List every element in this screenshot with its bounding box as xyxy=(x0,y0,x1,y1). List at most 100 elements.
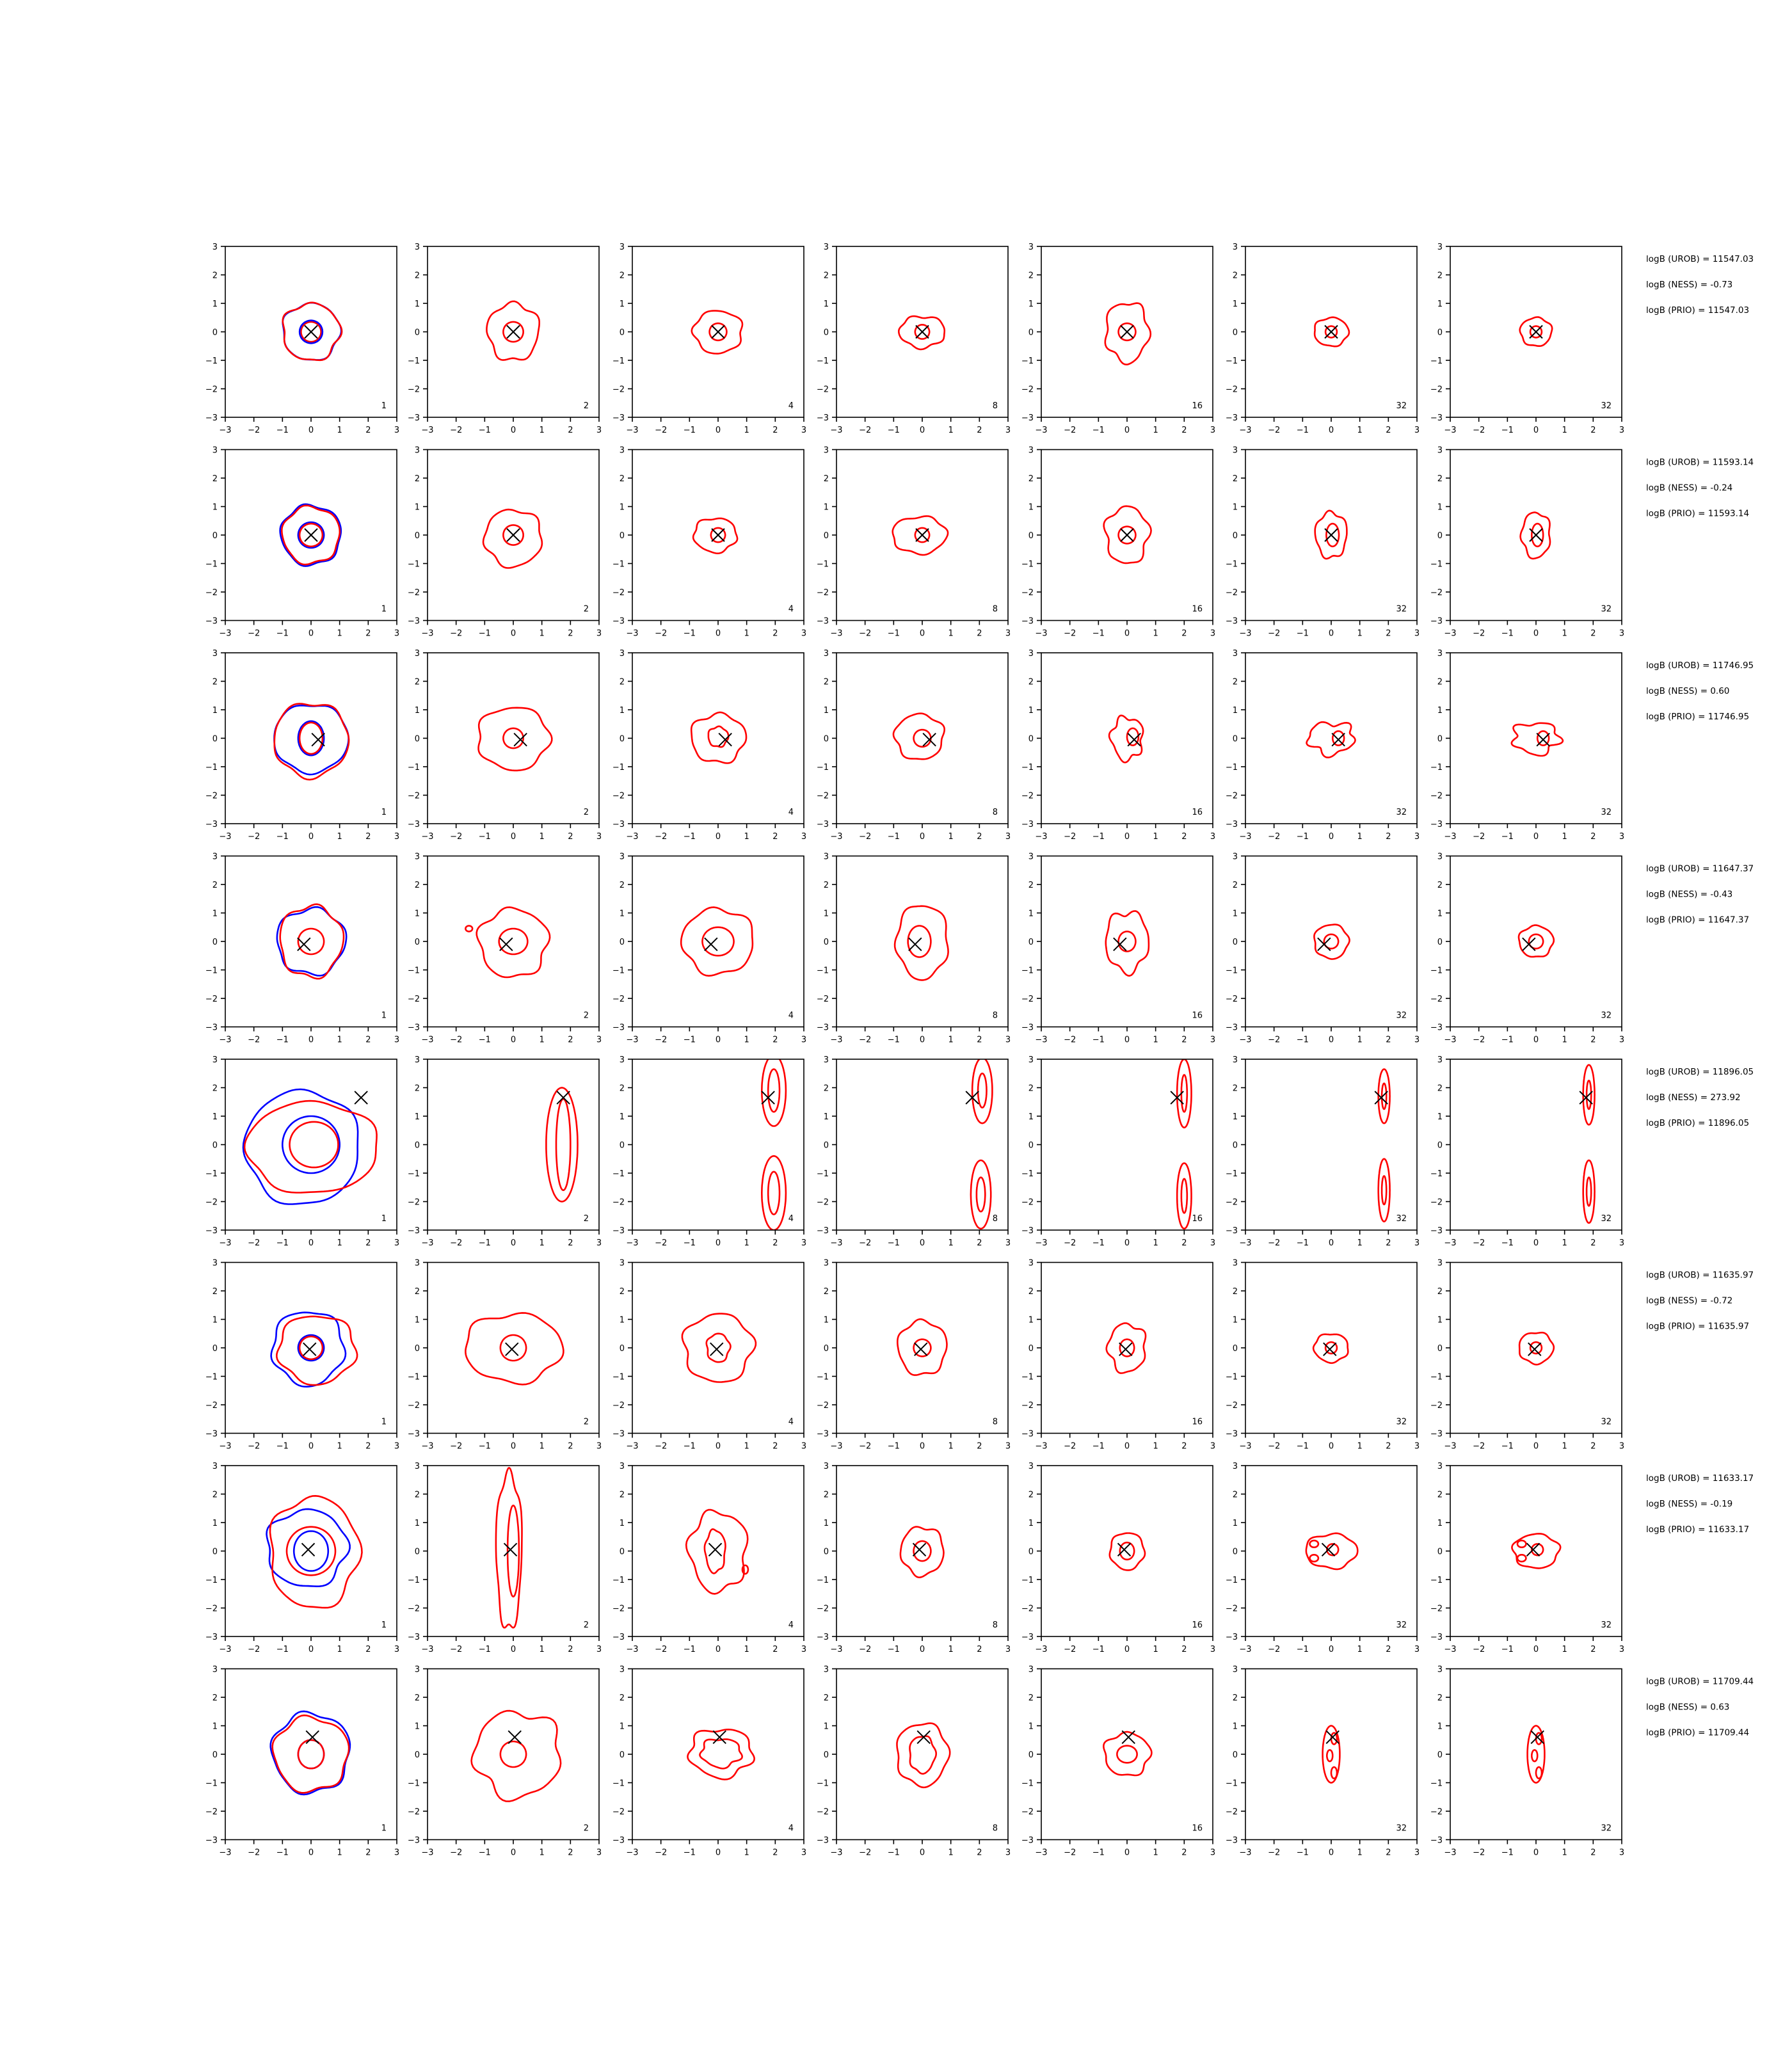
y-tick-label: −2 xyxy=(1226,1604,1238,1614)
y-tick-label: −3 xyxy=(205,413,218,423)
x-tick-label: 3 xyxy=(596,1848,602,1858)
x-tick-label: 3 xyxy=(1210,1848,1215,1858)
subplot: −3−3 −2 −2 −1 −1 0 0 1 1 2 2 3 3 32 xyxy=(1430,446,1624,639)
x-tick-label: −1 xyxy=(1092,1645,1105,1654)
subplot: −3−3 −2 −2 −1 −1 0 0 1 1 2 2 3 3 32 xyxy=(1226,243,1420,435)
y-tick-label: 1 xyxy=(824,1112,829,1122)
log-bayes-stat: logB (NESS) = -0.72 xyxy=(1646,1296,1732,1306)
y-tick-label: −1 xyxy=(612,1169,625,1179)
marker-stroke xyxy=(503,1542,518,1556)
axes-frame xyxy=(1450,1668,1622,1841)
subplot: −3−3 −2 −2 −1 −1 0 0 1 1 2 2 3 3 16 xyxy=(1021,446,1215,639)
red-contour-line xyxy=(282,301,343,362)
red-contour-line xyxy=(1330,1766,1338,1780)
red-contour-line xyxy=(685,1508,749,1595)
red-contour-line xyxy=(1531,1543,1544,1556)
y-tick-label: 1 xyxy=(1233,1519,1238,1528)
red-contour-line xyxy=(499,1740,527,1768)
y-tick-label: 2 xyxy=(212,1287,218,1297)
marker-stroke xyxy=(1331,733,1345,747)
x-tick-label: 1 xyxy=(1562,832,1567,842)
y-tick-label: −1 xyxy=(1226,1169,1238,1179)
red-contour-line xyxy=(279,903,345,980)
red-contour-line xyxy=(1117,525,1137,545)
y-tick-label: 0 xyxy=(415,938,420,947)
y-tick-label: 2 xyxy=(1233,881,1238,890)
y-tick-label: 3 xyxy=(620,446,625,456)
x-tick-label: 2 xyxy=(568,1238,573,1248)
y-tick-label: 3 xyxy=(1233,1462,1238,1471)
marker-stroke xyxy=(1528,1342,1542,1356)
panel-annotation: 1 xyxy=(381,1011,387,1021)
y-tick-label: 1 xyxy=(620,1519,625,1528)
red-contour-line xyxy=(761,1059,787,1127)
x-tick-label: 1 xyxy=(948,832,954,842)
contour-group xyxy=(1313,316,1350,348)
contour-group xyxy=(273,703,350,781)
marker-stroke xyxy=(297,937,311,952)
y-tick-label: −3 xyxy=(612,1836,625,1846)
y-tick-label: −1 xyxy=(817,1373,829,1382)
subplot: −3−3 −2 −2 −1 −1 0 0 1 1 2 2 3 3 4 xyxy=(612,1665,806,1858)
y-tick-label: −3 xyxy=(205,1226,218,1236)
y-tick-label: −3 xyxy=(1430,820,1443,829)
x-tick-label: −1 xyxy=(1092,832,1105,842)
x-tick-label: 3 xyxy=(1210,1645,1215,1654)
y-tick-label: 1 xyxy=(824,503,829,513)
x-tick-label: 0 xyxy=(511,1442,516,1452)
red-contour-line xyxy=(687,1729,755,1780)
red-contour-line xyxy=(892,515,949,556)
contour-group xyxy=(1105,1322,1147,1374)
x-tick-label: 2 xyxy=(568,629,573,639)
subplot: −3−3 −2 −2 −1 −1 0 0 1 1 2 2 3 3 8 xyxy=(817,649,1011,842)
y-tick-label: 3 xyxy=(1028,243,1034,252)
x-tick-label: 3 xyxy=(1005,1238,1011,1248)
red-contour-line xyxy=(1331,730,1345,746)
panel-annotation: 4 xyxy=(788,401,794,411)
x-tick-label: 2 xyxy=(568,1848,573,1858)
x-tick-label: 3 xyxy=(1005,1036,1011,1045)
marker-stroke xyxy=(704,937,718,952)
panel-annotation: 8 xyxy=(993,401,998,411)
x-tick-label: −1 xyxy=(1501,1238,1514,1248)
y-tick-label: −1 xyxy=(612,1576,625,1585)
blue-contour-line xyxy=(292,1530,330,1572)
axes-frame xyxy=(836,1059,1009,1231)
y-tick-label: −3 xyxy=(205,1836,218,1846)
marker-stroke xyxy=(761,1091,775,1105)
y-tick-label: 3 xyxy=(1233,1259,1238,1268)
x-tick-label: −1 xyxy=(276,1645,289,1654)
x-tick-label: −2 xyxy=(1064,426,1076,435)
x-tick-label: −1 xyxy=(1092,1238,1105,1248)
x-tick-label: 0 xyxy=(511,1238,516,1248)
x-tick-label: 1 xyxy=(540,1442,545,1452)
y-tick-label: −3 xyxy=(408,1633,420,1642)
x-tick-label: −3 xyxy=(421,629,433,639)
y-tick-label: 1 xyxy=(1437,503,1443,513)
y-tick-label: 2 xyxy=(415,474,420,484)
y-tick-label: 0 xyxy=(824,1344,829,1354)
y-tick-label: 0 xyxy=(1437,1548,1443,1557)
red-contour-line xyxy=(897,1318,948,1376)
red-contour-line xyxy=(298,1335,324,1361)
subplot: −3−3 −2 −2 −1 −1 0 0 1 1 2 2 3 3 4 xyxy=(612,446,806,639)
y-tick-label: 1 xyxy=(620,503,625,513)
x-tick-label: 0 xyxy=(1124,426,1130,435)
x-tick-label: −2 xyxy=(859,629,871,639)
y-tick-label: 3 xyxy=(415,446,420,456)
panel-annotation: 16 xyxy=(1192,605,1203,614)
x-tick-label: 0 xyxy=(511,1848,516,1858)
x-tick-label: 0 xyxy=(511,426,516,435)
x-tick-label: 1 xyxy=(948,629,954,639)
x-tick-label: 0 xyxy=(920,1645,925,1654)
x-tick-label: 1 xyxy=(1153,426,1158,435)
axes-frame xyxy=(427,855,600,1028)
red-contour-line xyxy=(1531,522,1544,548)
y-tick-label: −2 xyxy=(1226,1198,1238,1208)
true-value-marker xyxy=(305,1730,319,1745)
panel-annotation: 32 xyxy=(1601,1011,1612,1021)
x-tick-label: −3 xyxy=(626,1645,638,1654)
log-bayes-stat: logB (NESS) = -0.73 xyxy=(1646,280,1732,290)
x-tick-label: 0 xyxy=(308,832,314,842)
red-contour-line xyxy=(1535,1766,1543,1780)
